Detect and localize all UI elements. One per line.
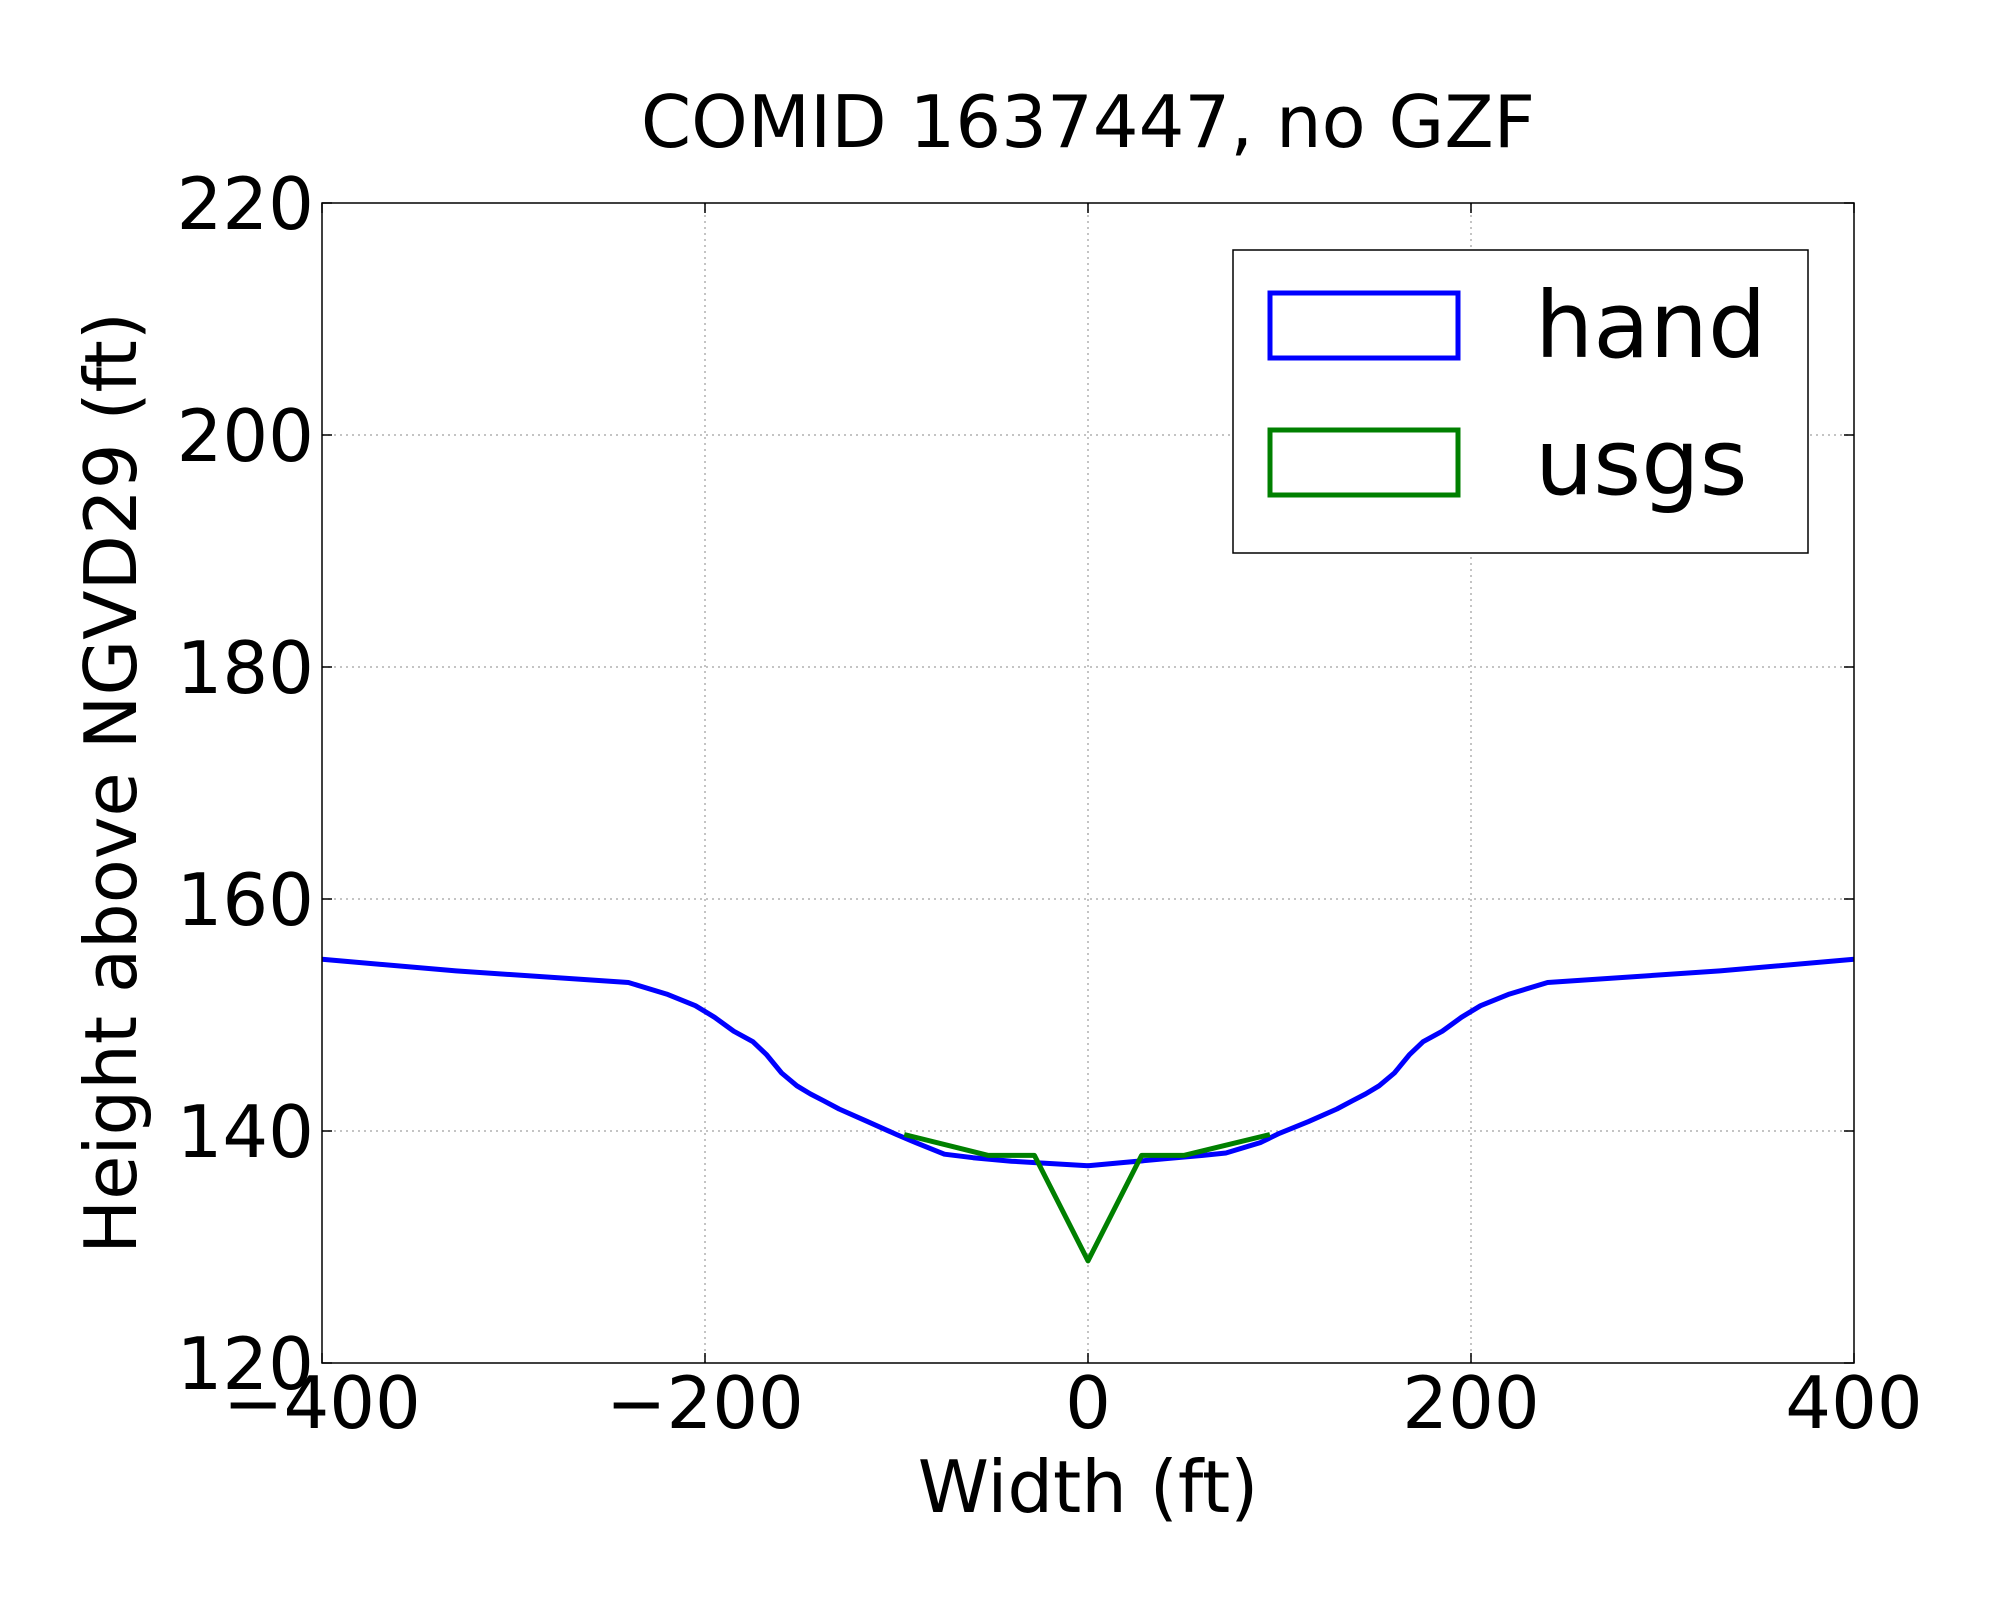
x-tick-label: 0	[1065, 1361, 1111, 1445]
axis-ticks	[321, 202, 1855, 1364]
legend: hand usgs	[1232, 249, 1809, 554]
legend-swatch-hand	[1267, 290, 1461, 361]
y-axis-label: Height above NGVD29 (ft)	[69, 312, 153, 1254]
y-tick-label: 220	[177, 162, 314, 246]
y-tick-label: 120	[177, 1322, 314, 1406]
x-tick-label: 400	[1785, 1361, 1922, 1445]
legend-label-usgs: usgs	[1535, 409, 1748, 516]
x-tick-label: −400	[223, 1361, 421, 1445]
y-tick-label: 200	[177, 394, 314, 478]
plot-series	[321, 956, 1855, 1264]
series-line-hand	[321, 956, 1855, 1169]
legend-box	[1232, 249, 1809, 554]
x-axis-label: Width (ft)	[918, 1445, 1259, 1529]
legend-label-hand: hand	[1535, 272, 1766, 379]
y-tick-label: 140	[177, 1090, 314, 1174]
y-tick-label: 180	[177, 626, 314, 710]
series-line-usgs	[903, 1132, 1271, 1264]
y-tick-label: 160	[177, 858, 314, 942]
y-tick-labels: 120 140 160 180 200 220	[177, 162, 314, 1406]
legend-swatch-usgs	[1267, 427, 1461, 498]
chart-title: COMID 1637447, no GZF	[641, 80, 1535, 164]
x-tick-label: 200	[1402, 1361, 1539, 1445]
x-tick-labels: −400 −200 0 200 400	[223, 1361, 1923, 1445]
x-tick-label: −200	[606, 1361, 804, 1445]
